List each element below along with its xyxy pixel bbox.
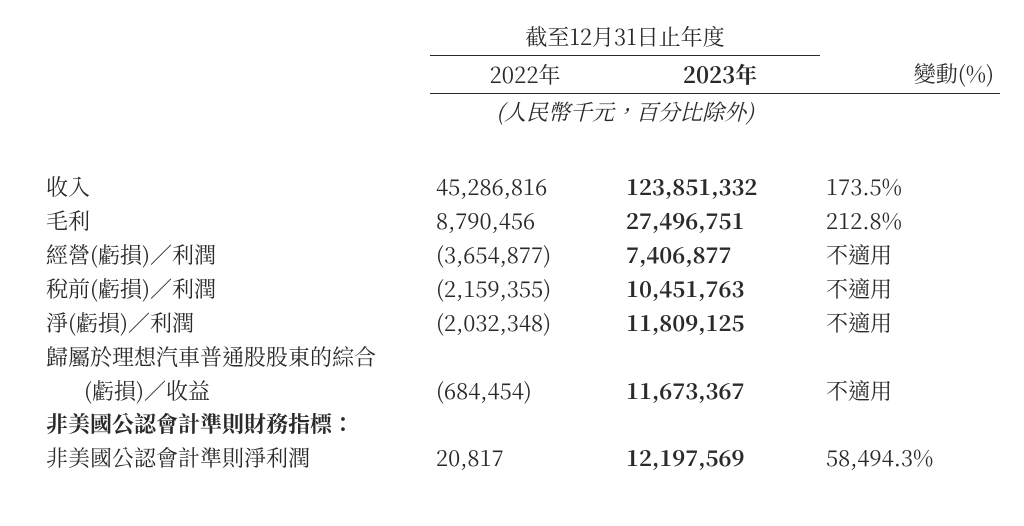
table-row: 非美國公認會計準則淨利潤 20,817 12,197,569 58,494.3% — [40, 441, 1000, 475]
row-2022: 8,790,456 — [430, 204, 620, 238]
row-label-line2: (虧損)／收益 — [40, 374, 430, 408]
table-row: 經營(虧損)／利潤 (3,654,877) 7,406,877 不適用 — [40, 238, 1000, 272]
table-row: 收入 45,286,816 123,851,332 173.5% — [40, 170, 1000, 204]
row-2022: 45,286,816 — [430, 170, 620, 204]
table-row: 毛利 8,790,456 27,496,751 212.8% — [40, 204, 1000, 238]
table-row: 稅前(虧損)／利潤 (2,159,355) 10,451,763 不適用 — [40, 272, 1000, 306]
row-label: 稅前(虧損)／利潤 — [40, 272, 430, 306]
nongaap-header: 非美國公認會計準則財務指標： — [40, 407, 430, 441]
col-change-header: 變動(%) — [820, 55, 1000, 93]
row-label: 收入 — [40, 170, 430, 204]
row-label: 毛利 — [40, 204, 430, 238]
row-label: 非美國公認會計準則淨利潤 — [40, 441, 430, 475]
row-label: 淨(虧損)／利潤 — [40, 306, 430, 340]
row-2023: 12,197,569 — [620, 441, 820, 475]
row-label: 經營(虧損)／利潤 — [40, 238, 430, 272]
row-change: 不適用 — [820, 238, 1000, 272]
row-2022: 20,817 — [430, 441, 620, 475]
row-change: 173.5% — [820, 170, 1000, 204]
row-2023: 7,406,877 — [620, 238, 820, 272]
table-row-wrap-line1: 歸屬於理想汽車普通股股東的綜合 — [40, 340, 1000, 374]
row-2022: (684,454) — [430, 374, 620, 408]
row-2022: (3,654,877) — [430, 238, 620, 272]
col-2023-header: 2023年 — [620, 55, 820, 93]
table-row-wrap-line2: (虧損)／收益 (684,454) 11,673,367 不適用 — [40, 374, 1000, 408]
row-2023: 123,851,332 — [620, 170, 820, 204]
period-header: 截至12月31日止年度 — [430, 18, 820, 55]
unit-note: (人民幣千元，百分比除外) — [430, 94, 820, 138]
row-change: 不適用 — [820, 374, 1000, 408]
header-row-years: 2022年 2023年 變動(%) — [40, 55, 1000, 93]
row-change: 不適用 — [820, 272, 1000, 306]
row-label-line1: 歸屬於理想汽車普通股股東的綜合 — [40, 340, 430, 374]
row-2023: 11,673,367 — [620, 374, 820, 408]
header-row-unit: (人民幣千元，百分比除外) — [40, 94, 1000, 138]
row-2023: 11,809,125 — [620, 306, 820, 340]
table-row: 淨(虧損)／利潤 (2,032,348) 11,809,125 不適用 — [40, 306, 1000, 340]
row-change: 不適用 — [820, 306, 1000, 340]
header-row-period: 截至12月31日止年度 — [40, 18, 1000, 55]
row-2023: 10,451,763 — [620, 272, 820, 306]
row-2022: (2,159,355) — [430, 272, 620, 306]
financial-summary-table: 截至12月31日止年度 2022年 2023年 變動(%) (人民幣千元，百分比… — [40, 18, 1000, 475]
nongaap-header-row: 非美國公認會計準則財務指標： — [40, 407, 1000, 441]
col-2022-header: 2022年 — [430, 55, 620, 93]
row-change: 58,494.3% — [820, 441, 1000, 475]
row-2022: (2,032,348) — [430, 306, 620, 340]
row-change: 212.8% — [820, 204, 1000, 238]
row-2023: 27,496,751 — [620, 204, 820, 238]
